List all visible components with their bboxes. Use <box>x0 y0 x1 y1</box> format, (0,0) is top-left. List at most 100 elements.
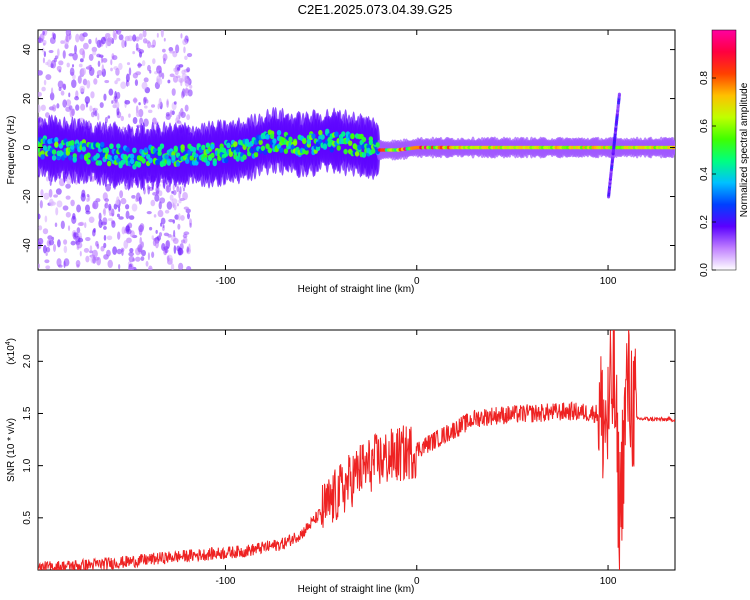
colorbar-ticks: 0.0 0.2 0.4 0.6 0.8 <box>699 71 716 277</box>
heatmap-noise-blob <box>108 88 114 96</box>
heatmap-noise-blob <box>176 203 180 207</box>
heatmap-core <box>357 144 362 151</box>
heatmap-noise-blob <box>45 61 49 66</box>
heatmap-noise-blob <box>157 209 164 218</box>
x-tick-label: 0 <box>414 576 420 587</box>
heatmap-noise-blob <box>139 223 145 231</box>
heatmap-core <box>51 149 57 155</box>
heatmap-noise-blob <box>50 60 57 69</box>
heatmap-core <box>221 147 227 154</box>
heatmap-noise-blob <box>107 115 111 119</box>
heatmap-noise-blob <box>55 188 62 195</box>
heatmap-core <box>347 140 353 146</box>
heatmap-noise-blob <box>47 235 53 240</box>
heatmap-core <box>205 142 211 149</box>
heatmap-noise-blob <box>95 37 98 44</box>
heatmap-noise-blob <box>56 103 60 109</box>
heatmap-core <box>269 133 275 140</box>
heatmap-noise-blob <box>45 112 50 118</box>
heatmap-noise-blob <box>146 183 150 191</box>
heatmap-noise-blob <box>110 67 113 72</box>
heatmap-noise-blob <box>143 96 148 103</box>
heatmap-noise-blob <box>140 256 145 261</box>
x-tick-label: -100 <box>215 576 235 587</box>
heatmap-noise-blob <box>84 222 87 229</box>
heatmap-core <box>157 155 162 162</box>
heatmap-noise-blob <box>85 101 89 108</box>
heatmap-noise-blob <box>178 111 181 120</box>
heatmap-noise-blob <box>151 251 155 258</box>
heatmap-core <box>54 141 59 148</box>
heatmap-core <box>224 157 229 164</box>
heatmap-noise-blob <box>56 65 62 72</box>
heatmap-noise-blob <box>38 225 43 231</box>
heatmap-noise-blob <box>178 247 184 256</box>
heatmap-core <box>203 153 208 159</box>
heatmap-noise-blob <box>170 109 173 118</box>
heatmap-noise-blob <box>176 186 180 193</box>
heatmap-noise-blob <box>88 38 92 45</box>
heatmap-noise-blob <box>143 77 149 83</box>
heatmap-noise-blob <box>66 62 70 68</box>
heatmap-noise-blob <box>156 65 162 70</box>
heatmap-noise-blob <box>184 55 188 61</box>
heatmap-noise-blob <box>110 59 113 66</box>
heatmap-noise-blob <box>45 246 51 253</box>
heatmap-noise-blob <box>115 196 120 206</box>
heatmap-noise-blob <box>141 81 148 90</box>
heatmap-noise-blob <box>65 211 71 218</box>
heatmap-core <box>318 129 323 136</box>
heatmap-noise-blob <box>132 34 137 42</box>
heatmap-noise-blob <box>138 33 143 41</box>
heatmap-noise-blob <box>147 252 150 261</box>
heatmap-noise-blob <box>78 63 83 68</box>
heatmap-noise-blob <box>49 92 55 101</box>
heatmap-noise-blob <box>75 104 80 111</box>
heatmap-noise-blob <box>42 30 45 35</box>
heatmap-noise-blob <box>70 240 76 246</box>
heatmap-noise-blob <box>45 265 51 270</box>
heatmap-noise-blob <box>141 60 146 67</box>
heatmap-noise-blob <box>43 192 50 200</box>
heatmap-core <box>350 133 355 140</box>
svg-text:(x104): (x104) <box>5 338 17 365</box>
snr-multiplier-base: (x10 <box>6 345 17 365</box>
heatmap-noise-blob <box>184 104 189 112</box>
x-tick-label: 100 <box>600 576 617 587</box>
heatmap-noise-blob <box>68 92 71 98</box>
heatmap-noise-blob <box>150 104 156 108</box>
heatmap-noise-blob <box>182 191 188 201</box>
heatmap-noise-blob <box>40 189 44 198</box>
heatmap-noise-blob <box>152 58 156 65</box>
heatmap-noise-blob <box>167 79 171 84</box>
heatmap-noise-blob <box>92 249 98 258</box>
colorbar-gradient <box>711 29 737 271</box>
heatmap-noise-blob <box>50 87 54 95</box>
snr-x-label: Height of straight line (km) <box>298 584 415 595</box>
heatmap-core <box>258 139 263 146</box>
heatmap-core <box>341 131 346 137</box>
heatmap-noise-blob <box>147 64 151 72</box>
heatmap-noise-blob <box>150 44 155 48</box>
heatmap-noise-blob <box>102 57 108 63</box>
heatmap-core <box>375 142 380 148</box>
heatmap-noise-blob <box>45 74 52 81</box>
heatmap-core <box>189 155 194 161</box>
heatmap-core <box>136 162 142 168</box>
heatmap-noise-blob <box>44 259 50 264</box>
heatmap-noise-blob <box>52 33 56 40</box>
heatmap-noise-blob <box>145 260 149 267</box>
heatmap-core <box>253 151 259 158</box>
heatmap-noise-blob <box>161 72 165 80</box>
heatmap-noise-blob <box>116 213 120 218</box>
heatmap-noise-blob <box>73 232 79 238</box>
heatmap-noise-blob <box>68 53 74 57</box>
colorbar-tick-label: 0.2 <box>699 215 710 229</box>
y-tick-label: 1.0 <box>22 458 33 472</box>
heatmap-noise-blob <box>93 227 96 233</box>
heatmap-noise-blob <box>60 90 65 96</box>
heatmap-noise-blob <box>115 67 120 76</box>
heatmap-noise-blob <box>121 126 125 131</box>
y-tick-label: 0.5 <box>22 510 33 524</box>
heatmap-noise-blob <box>180 214 185 221</box>
